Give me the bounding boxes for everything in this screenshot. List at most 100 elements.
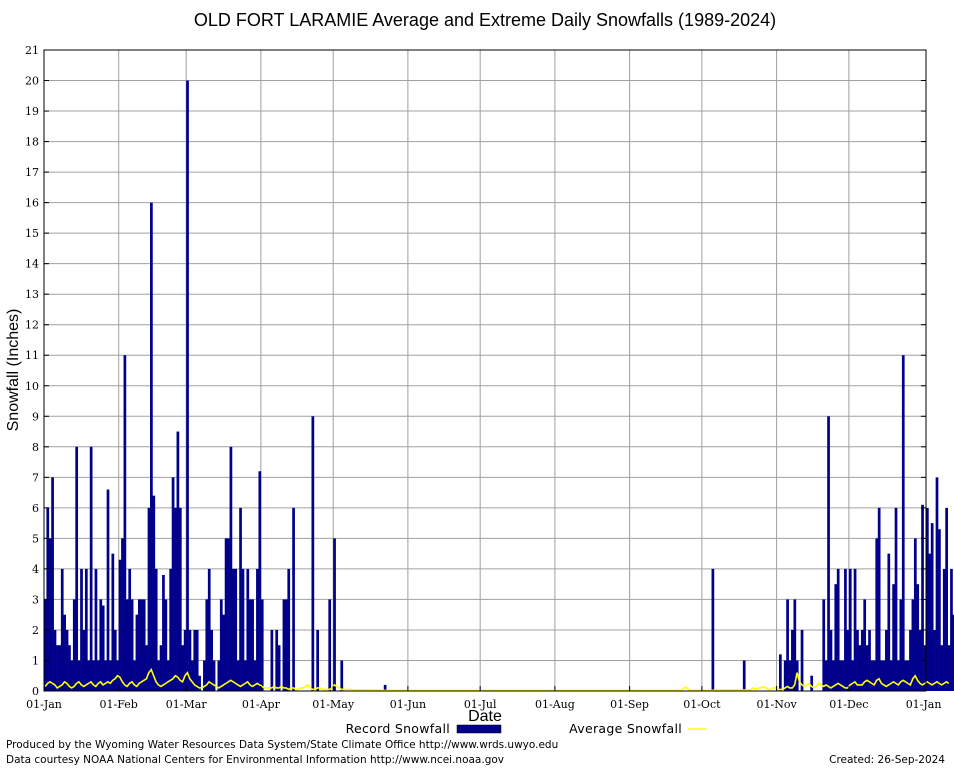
y-tick-label: 21 — [25, 44, 39, 57]
record-snowfall-bar — [930, 523, 934, 691]
record-snowfall-bar — [82, 629, 86, 691]
x-tick-label: 01-Jan — [906, 698, 942, 711]
record-snowfall-bar — [174, 507, 177, 691]
record-snowfall-bar — [251, 599, 254, 691]
record-snowfall-bar — [188, 629, 192, 691]
y-tick-label: 8 — [32, 441, 39, 454]
record-snowfall-bar — [892, 584, 895, 691]
record-snowfall-bar — [872, 660, 876, 691]
y-tick-label: 20 — [25, 75, 39, 88]
x-tick-label: 01-Apr — [242, 698, 281, 711]
y-tick-label: 6 — [32, 502, 39, 515]
record-snowfall-bar — [868, 629, 871, 691]
record-snowfall-bar — [244, 660, 247, 691]
record-snowfall-bar — [788, 660, 792, 691]
record-snowfall-bar — [92, 660, 95, 691]
y-tick-label: 5 — [32, 532, 39, 545]
record-snowfall-bar — [870, 660, 874, 691]
record-snowfall-bar — [183, 629, 187, 691]
record-snowfall-bar — [851, 660, 855, 691]
x-tick-label: 01-Mar — [166, 698, 208, 711]
record-snowfall-bar — [945, 507, 948, 691]
record-snowfall-bar — [113, 629, 117, 691]
x-axis-ticks: 01-Jan 01-Feb 01-Mar 01-Apr 01-May 01-Jun 01-J… — [26, 686, 941, 711]
record-snowfall-bar — [822, 599, 826, 691]
record-snowfall-bar — [316, 629, 320, 691]
x-tick-label: 01-Nov — [756, 698, 797, 711]
record-snowfall-bar — [130, 599, 134, 691]
record-snowfall-bar — [742, 660, 746, 691]
record-snowfall-bar — [137, 599, 141, 691]
record-snowfall-bar — [186, 80, 189, 692]
record-snowfall-bar — [169, 568, 173, 691]
record-snowfall-bar — [159, 645, 163, 691]
record-snowfall-bar — [224, 538, 228, 691]
record-snowfall-bar — [923, 645, 927, 691]
record-snowfall-bar — [44, 599, 47, 691]
y-tick-label: 0 — [32, 685, 39, 698]
record-snowfall-bar — [157, 660, 160, 691]
record-snowfall-bar — [913, 538, 917, 691]
record-snowfall-bar — [880, 660, 883, 691]
record-snowfall-bar — [935, 477, 939, 691]
y-tick-label: 2 — [32, 624, 39, 637]
record-snowfall-bar — [219, 599, 223, 691]
record-snowfall-bars — [44, 80, 954, 692]
record-snowfall-bar — [97, 660, 100, 691]
record-snowfall-bar — [166, 660, 170, 691]
record-snowfall-bar — [195, 629, 199, 691]
y-tick-label: 18 — [25, 136, 39, 149]
record-snowfall-bar — [164, 599, 168, 691]
record-snowfall-bar — [87, 660, 91, 691]
record-snowfall-bar — [176, 431, 180, 691]
record-snowfall-bar — [94, 568, 98, 691]
record-snowfall-bar — [63, 614, 66, 691]
record-snowfall-bar — [72, 599, 76, 691]
record-snowfall-bar — [128, 568, 132, 691]
record-snowfall-bar — [51, 477, 54, 691]
record-snowfall-bar — [212, 660, 216, 691]
y-axis-label: Snowfall (Inches) — [5, 309, 22, 432]
record-snowfall-bar — [133, 660, 136, 691]
record-snowfall-bar — [284, 599, 288, 691]
record-snowfall-bar — [848, 568, 852, 691]
record-snowfall-bar — [234, 568, 238, 691]
record-snowfall-bar — [56, 645, 59, 691]
record-snowfall-bar — [834, 584, 838, 691]
record-snowfall-bar — [246, 568, 250, 691]
record-snowfall-bar — [147, 507, 151, 691]
record-snowfall-bar — [207, 568, 211, 691]
record-snowfall-bar — [84, 568, 88, 691]
record-snowfall-bar — [253, 660, 257, 691]
record-snowfall-bar — [80, 568, 83, 691]
record-snowfall-bar — [952, 614, 954, 691]
record-snowfall-bar — [60, 568, 64, 691]
record-snowfall-bar — [897, 660, 900, 691]
record-snowfall-bar — [154, 568, 158, 691]
y-tick-label: 1 — [32, 654, 39, 667]
record-snowfall-bar — [53, 629, 57, 691]
record-snowfall-bar — [829, 629, 833, 691]
record-snowfall-bar — [292, 507, 295, 691]
legend-record-label: Record Snowfall — [346, 721, 450, 736]
record-snowfall-bar — [882, 660, 886, 691]
record-snowfall-bar — [241, 568, 245, 691]
record-snowfall-bar — [942, 568, 946, 691]
record-snowfall-bar — [841, 660, 845, 691]
record-snowfall-bar — [106, 489, 110, 691]
record-snowfall-bar — [111, 553, 115, 691]
record-snowfall-bar — [248, 599, 252, 691]
y-tick-label: 10 — [25, 380, 39, 393]
y-tick-label: 19 — [25, 105, 39, 118]
record-snowfall-bar — [877, 507, 881, 691]
x-tick-label: 01-Aug — [535, 698, 575, 711]
record-snowfall-bar — [938, 529, 941, 691]
legend-record-swatch — [456, 724, 502, 734]
y-tick-label: 13 — [25, 288, 39, 301]
footer-data-courtesy: Data courtesy NOAA National Centers for … — [6, 754, 504, 766]
record-snowfall-bar — [99, 599, 103, 691]
x-tick-label: 01-Jul — [464, 698, 497, 711]
record-snowfall-bar — [75, 446, 79, 691]
